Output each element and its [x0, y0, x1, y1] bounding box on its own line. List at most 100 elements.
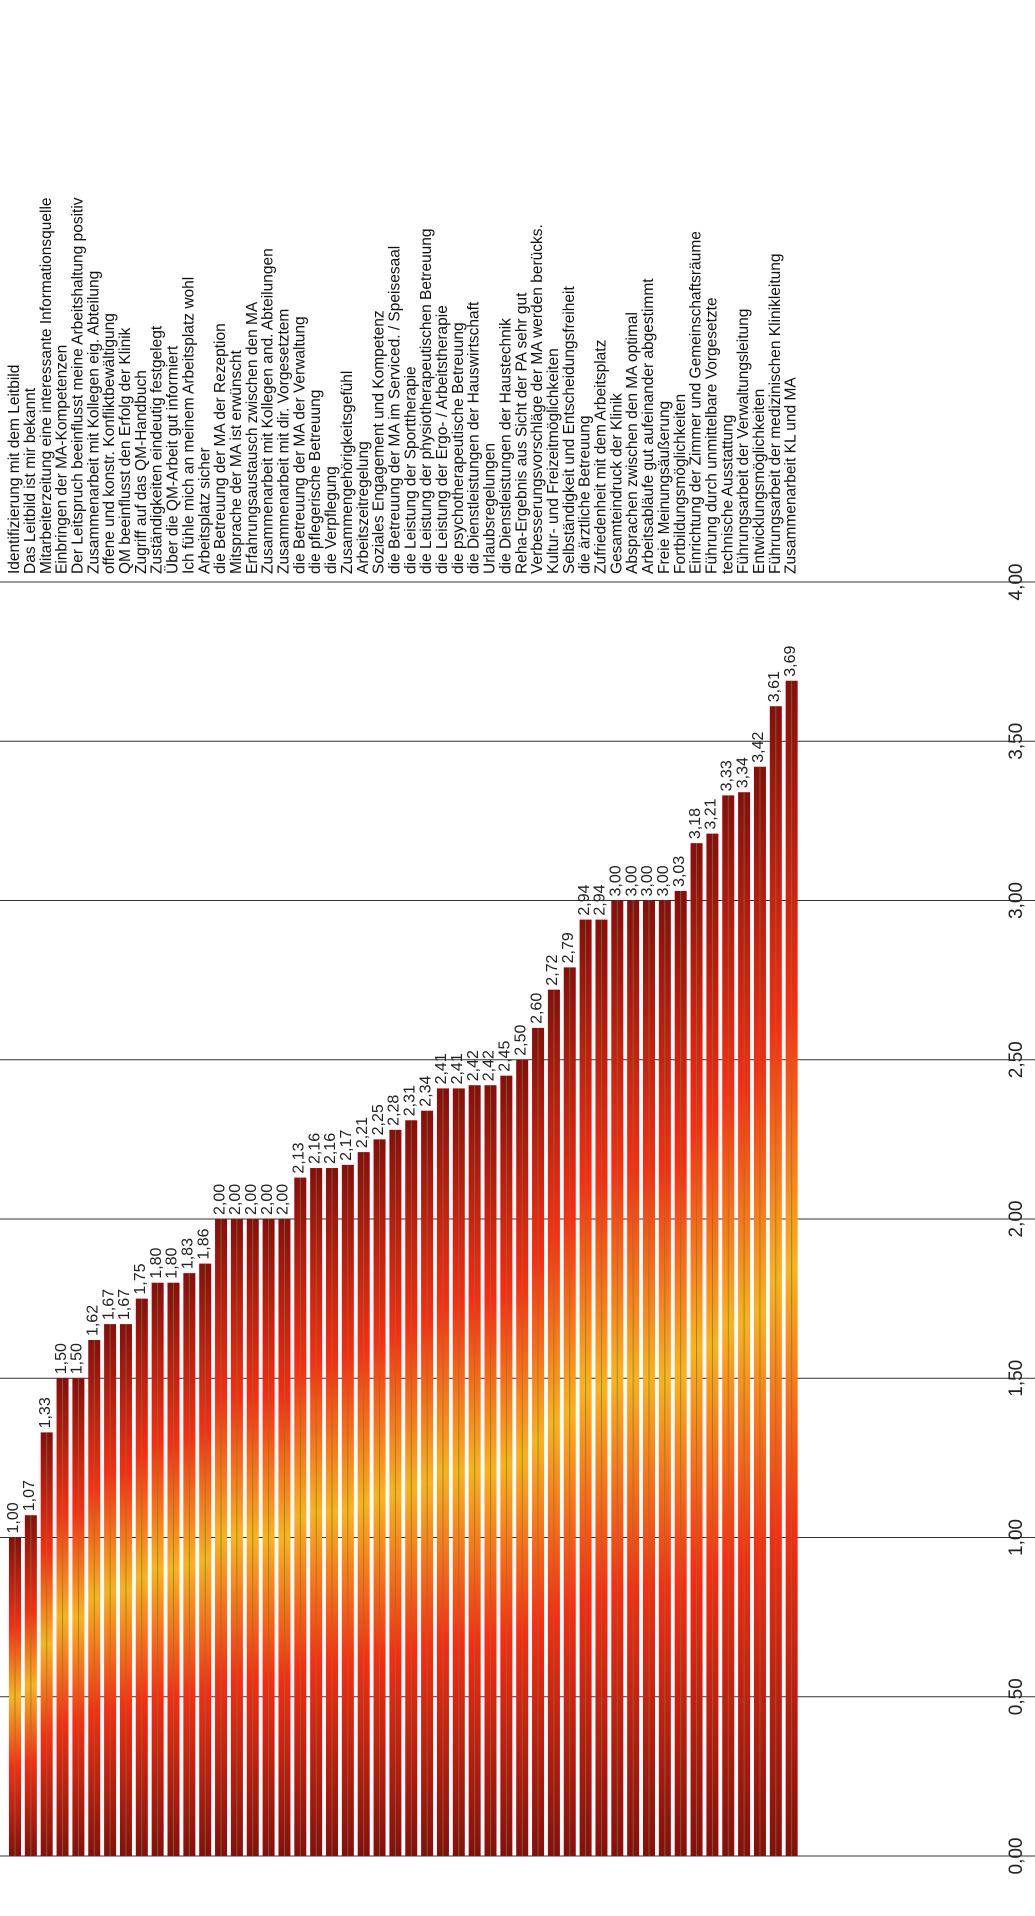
- category-label: die psychotherapeutische Betreuung: [450, 322, 467, 574]
- category-label: Urlaubsregelungen: [482, 443, 499, 574]
- category-label: Freie Meinungsäußerung: [656, 401, 673, 574]
- category-label: Entwicklungsmöglichkeiten: [751, 389, 768, 574]
- value-label: 2,00: [275, 1184, 292, 1215]
- value-label: 3,00: [608, 865, 625, 896]
- axis-tick-labels: 0,00 0,50 1,00 1,50 2,00 2,50 3,00 3,50 4,00: [1006, 564, 1027, 1875]
- value-label: 2,42: [481, 1050, 498, 1081]
- category-label: Zusammenarbeit KL und MA: [783, 377, 800, 574]
- category-label: die pflegerische Betreuung: [307, 390, 324, 574]
- value-label: 2,00: [243, 1184, 260, 1215]
- value-label: 1,67: [100, 1289, 117, 1320]
- category-label: Zuständigkeiten eindeutig festgelegt: [149, 325, 166, 574]
- value-label: 2,17: [338, 1130, 355, 1161]
- value-label: 2,21: [354, 1117, 371, 1148]
- category-label: Arbeitszeitregelung: [355, 441, 372, 574]
- value-label: 2,28: [386, 1095, 403, 1126]
- value-label: 3,33: [718, 760, 735, 791]
- category-label: offene und konstr. Konfliktbewältigung: [101, 313, 118, 574]
- category-label: QM beeinflusst den Erfolg der Klinik: [117, 327, 134, 574]
- category-label: Zugriff auf das QM-Handbuch: [133, 370, 150, 574]
- value-label: 2,13: [291, 1142, 308, 1173]
- x-tick-label: 3,00: [1006, 882, 1027, 919]
- value-label: 1,07: [21, 1480, 38, 1511]
- value-label: 1,62: [84, 1305, 101, 1336]
- value-label: 2,50: [512, 1025, 529, 1056]
- category-label: die Dienstleistungen der Hauswirtschaft: [466, 301, 483, 574]
- category-label: Zufriedenheit mit dem Arbeitsplatz: [593, 340, 610, 574]
- value-label: 2,16: [322, 1133, 339, 1164]
- value-label: 2,79: [560, 932, 577, 963]
- value-label: 2,00: [259, 1184, 276, 1215]
- category-label: die Leistung der Ergo- / Arbeitstherapie: [434, 305, 451, 574]
- category-label: Das Leitbild ist mir bekannt: [22, 387, 39, 574]
- category-label: Soziales Engagement und Kompetenz: [371, 310, 388, 574]
- value-label: 3,00: [655, 865, 672, 896]
- category-label: Identifizierung mit dem Leitbild: [6, 365, 23, 574]
- value-label: 3,61: [766, 671, 783, 702]
- x-tick-label: 4,00: [1006, 564, 1027, 601]
- value-label: 2,41: [449, 1053, 466, 1084]
- value-label: 2,34: [417, 1075, 434, 1106]
- category-label: Fortbildungsmöglichkeiten: [672, 394, 689, 574]
- category-label: technische Ausstattung: [719, 415, 736, 574]
- value-label: 1,00: [5, 1502, 22, 1533]
- value-label: 1,67: [116, 1289, 133, 1320]
- value-label: 2,94: [592, 884, 609, 915]
- category-label: die Verpflegung: [323, 466, 340, 574]
- value-label: 3,69: [782, 645, 799, 676]
- x-tick-label: 0,50: [1006, 1678, 1027, 1715]
- x-tick-label: 0,00: [1006, 1838, 1027, 1875]
- category-label: Verbesserungsvorschläge der MA werden be…: [529, 224, 546, 574]
- value-label: 1,80: [164, 1247, 181, 1278]
- value-label: 1,50: [53, 1343, 70, 1374]
- category-label: Führungsarbeit der medizinischen Klinikl…: [767, 253, 784, 574]
- category-label: Absprachen zwischen den MA optimal: [624, 312, 641, 574]
- bars: [9, 680, 798, 1856]
- category-label: Zusammengehörigkeitsgefühl: [339, 371, 356, 574]
- value-label: 3,21: [703, 798, 720, 829]
- x-tick-label: 3,50: [1006, 723, 1027, 760]
- category-label: Einbringen der MA-Kompetenzen: [54, 345, 71, 574]
- category-label: Kultur- und Freizeitmöglichkeiten: [545, 348, 562, 574]
- category-label: die Betreuung der MA im Serviced. / Spei…: [386, 246, 403, 574]
- category-label: Reha-Ergebnis aus Sicht der PA sehr gut: [513, 292, 530, 574]
- category-label: Erfahrungsaustausch zwischen den MA: [244, 301, 261, 574]
- category-label: die Betreuung der MA der Rezeption: [212, 323, 229, 574]
- category-label: Führung durch unmittelbare Vorgesetzte: [703, 297, 720, 574]
- x-tick-label: 1,50: [1006, 1360, 1027, 1397]
- value-label: 2,94: [576, 884, 593, 915]
- value-label: 2,16: [306, 1133, 323, 1164]
- value-label: 1,75: [132, 1263, 149, 1294]
- value-label: 1,80: [148, 1247, 165, 1278]
- value-label: 2,60: [528, 993, 545, 1024]
- category-label: Ich fühle mich an meinem Arbeitsplatz wo…: [180, 277, 197, 574]
- value-label: 2,00: [211, 1184, 228, 1215]
- value-label: 1,86: [195, 1228, 212, 1259]
- value-label: 2,25: [370, 1104, 387, 1135]
- category-label: Zusammenarbeit mit Kollegen eig. Abteilu…: [85, 271, 102, 574]
- value-label: 3,34: [734, 757, 751, 788]
- value-label: 3,03: [671, 856, 688, 887]
- category-label: die Dienstleistungen der Haustechnik: [497, 318, 514, 574]
- category-label: die Leistung der physiotherapeutischen B…: [418, 228, 435, 574]
- category-label: Zusammenarbeit mit Kollegen and. Abteilu…: [260, 248, 277, 574]
- category-label: Gesamteindruck der Klinik: [608, 393, 625, 574]
- category-label: Selbständigkeit und Entscheidungsfreihei…: [561, 286, 578, 574]
- value-label: 1,83: [180, 1238, 197, 1269]
- value-label: 1,33: [37, 1397, 54, 1428]
- x-tick-label: 2,50: [1006, 1041, 1027, 1078]
- category-label: Arbeitsabläufe gut aufeinander abgestimm…: [640, 278, 657, 574]
- category-label: Arbeitsplatz sicher: [196, 447, 213, 574]
- value-label: 1,50: [69, 1343, 86, 1374]
- value-label: 3,00: [623, 865, 640, 896]
- value-label: 2,41: [433, 1053, 450, 1084]
- category-label: Der Leitspruch beeinflusst meine Arbeits…: [69, 197, 86, 574]
- value-label: 2,45: [497, 1040, 514, 1071]
- value-label: 2,00: [227, 1184, 244, 1215]
- category-label: die ärztliche Betreuung: [577, 415, 594, 574]
- category-label: die Betreuung der MA der Verwaltung: [291, 316, 308, 574]
- category-label: die Leistung der Sporttherapie: [402, 366, 419, 574]
- value-label: 2,72: [544, 954, 561, 985]
